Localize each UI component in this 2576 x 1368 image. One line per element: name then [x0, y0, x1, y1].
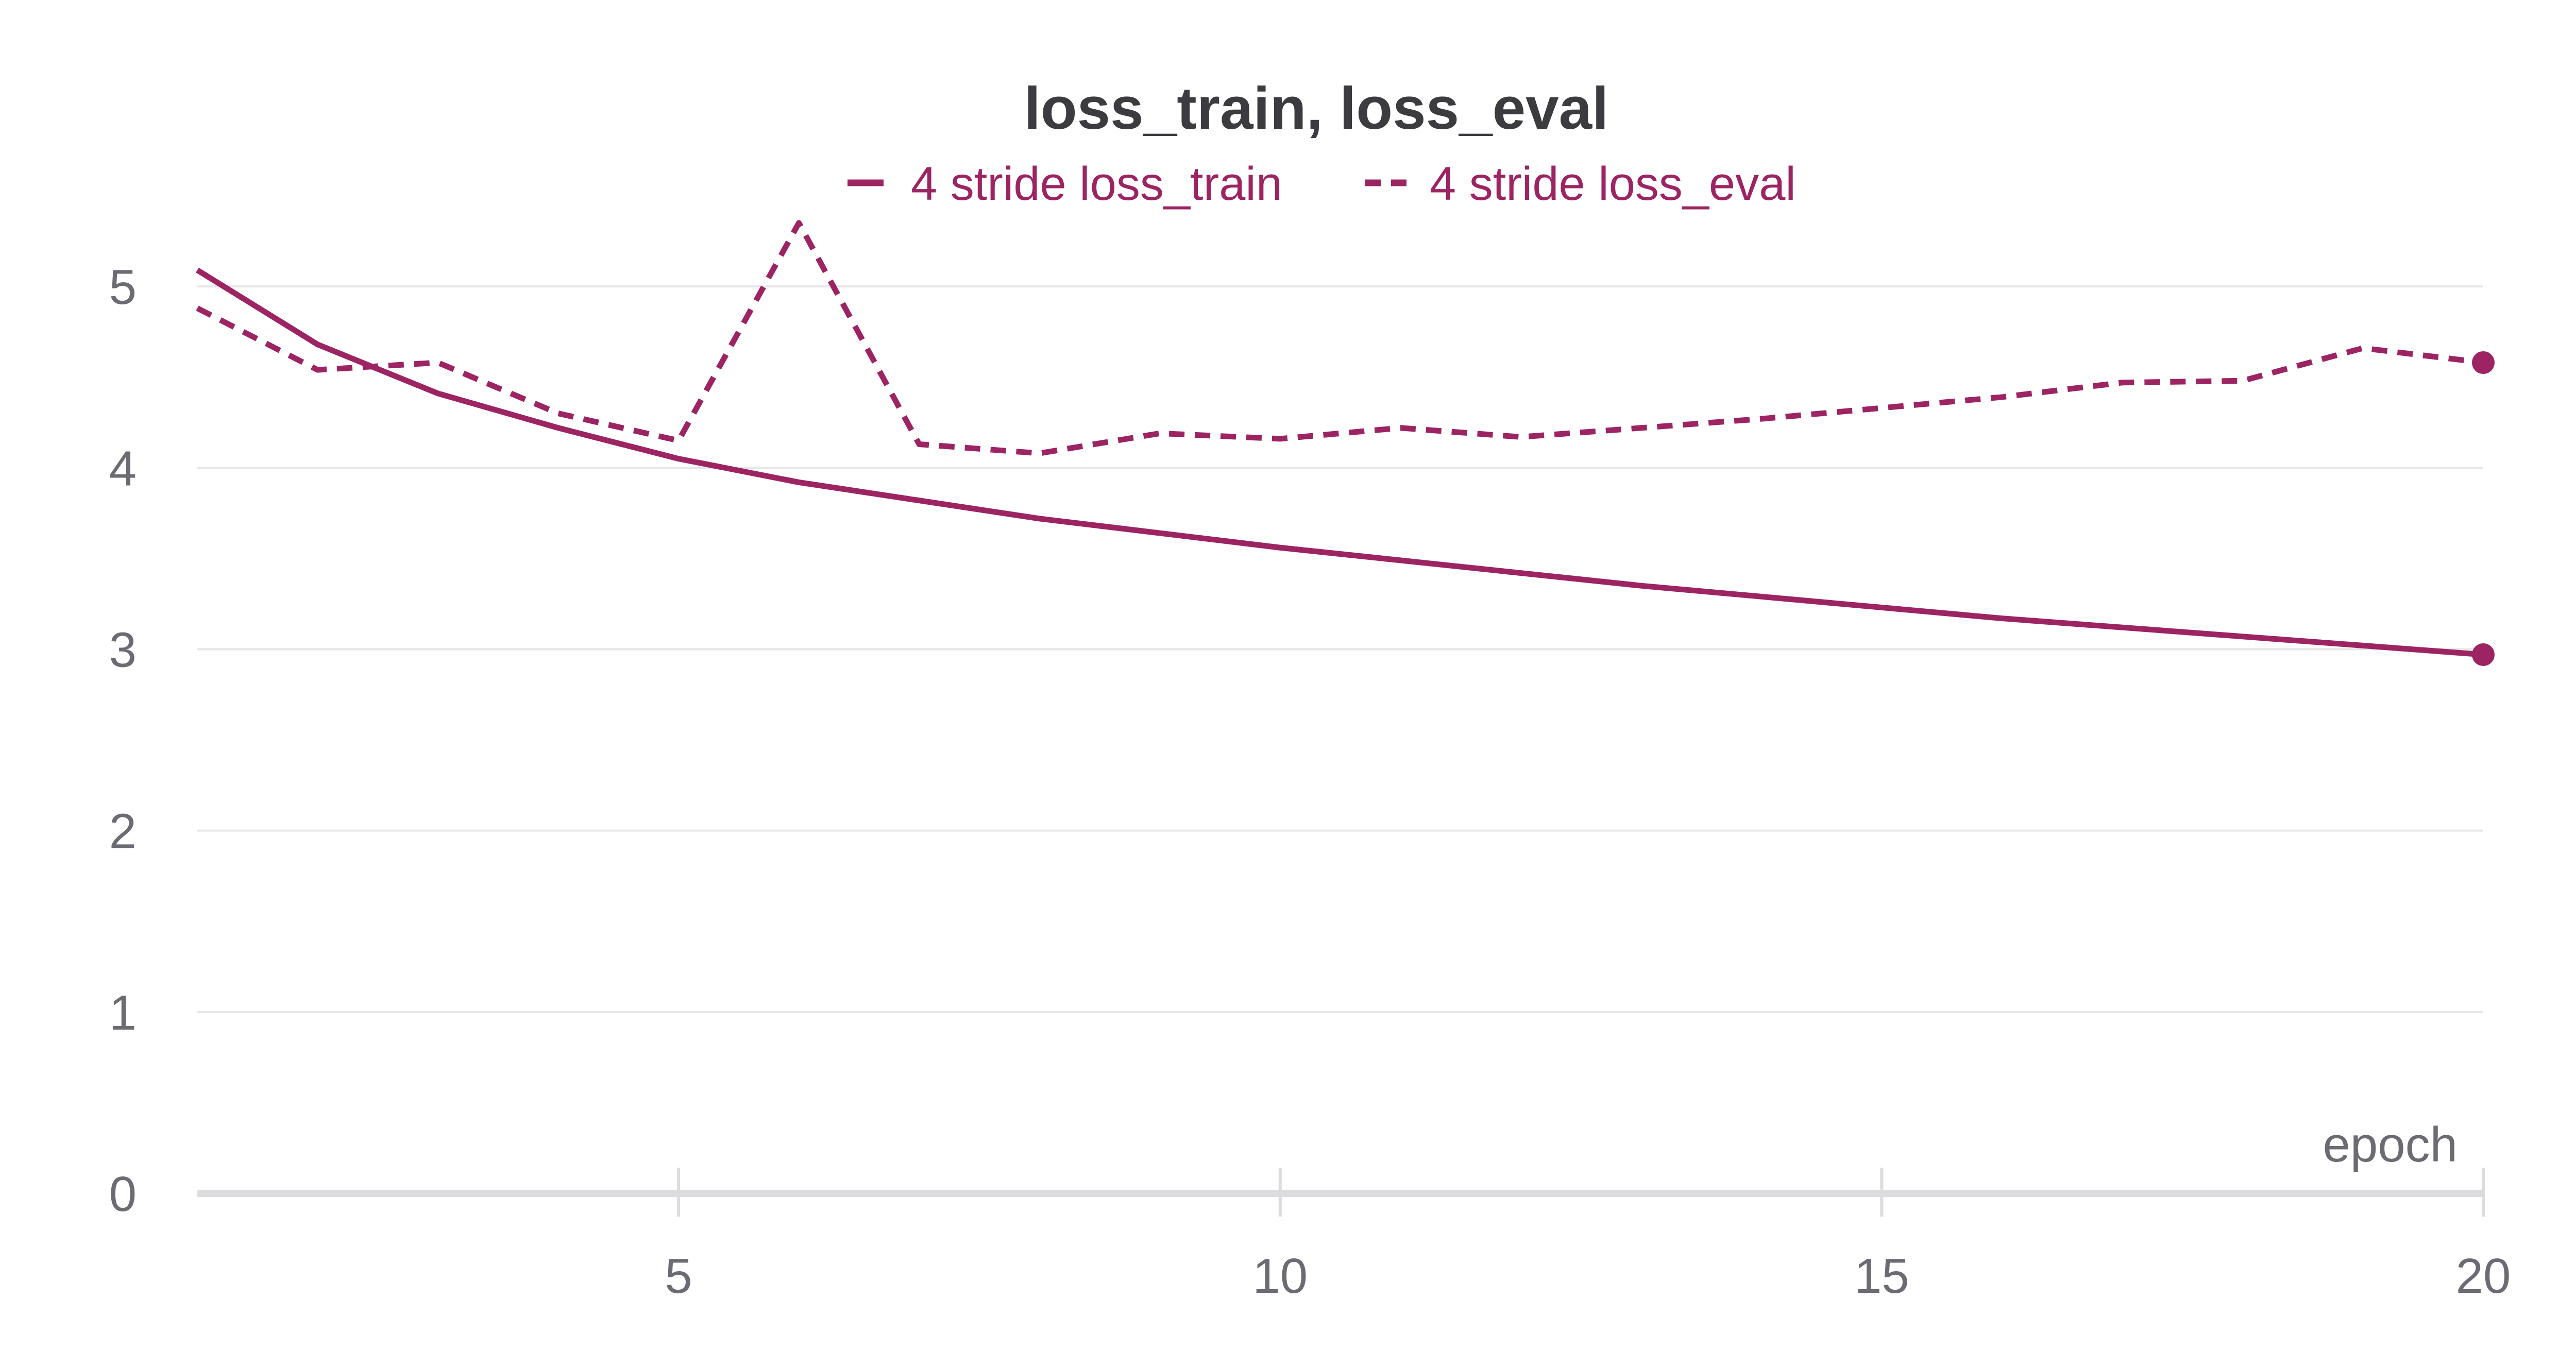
series-line-2: [196, 220, 2484, 456]
series-end-point: [2472, 643, 2495, 666]
x-tick-label: 10: [1252, 1249, 1308, 1304]
x-axis-label: epoch: [2323, 1117, 2458, 1172]
series-end-point: [2472, 351, 2495, 374]
y-tick-label: 4: [109, 441, 137, 496]
x-tick-label: 5: [665, 1249, 692, 1304]
axes: 0 1 2 3 4 5 5 10 15 20: [109, 260, 2511, 1304]
y-tick-label: 0: [109, 1167, 137, 1222]
x-tick-label: 20: [2456, 1249, 2511, 1304]
series-group: [196, 220, 2495, 666]
series-line-1: [196, 267, 2484, 658]
y-tick-label: 2: [109, 804, 137, 859]
legend-label: 4 stride loss_train: [911, 158, 1282, 210]
y-tick-label: 3: [109, 622, 137, 677]
legend: 4 stride loss_train 4 stride loss_eval: [848, 158, 1796, 210]
grid-lines: [197, 285, 2483, 1013]
y-tick-label: 5: [109, 260, 137, 315]
legend-label: 4 stride loss_eval: [1430, 158, 1796, 210]
chart-title: loss_train, loss_eval: [1024, 75, 1609, 142]
y-tick-label: 1: [109, 985, 137, 1040]
x-tick-label: 15: [1854, 1249, 1909, 1304]
